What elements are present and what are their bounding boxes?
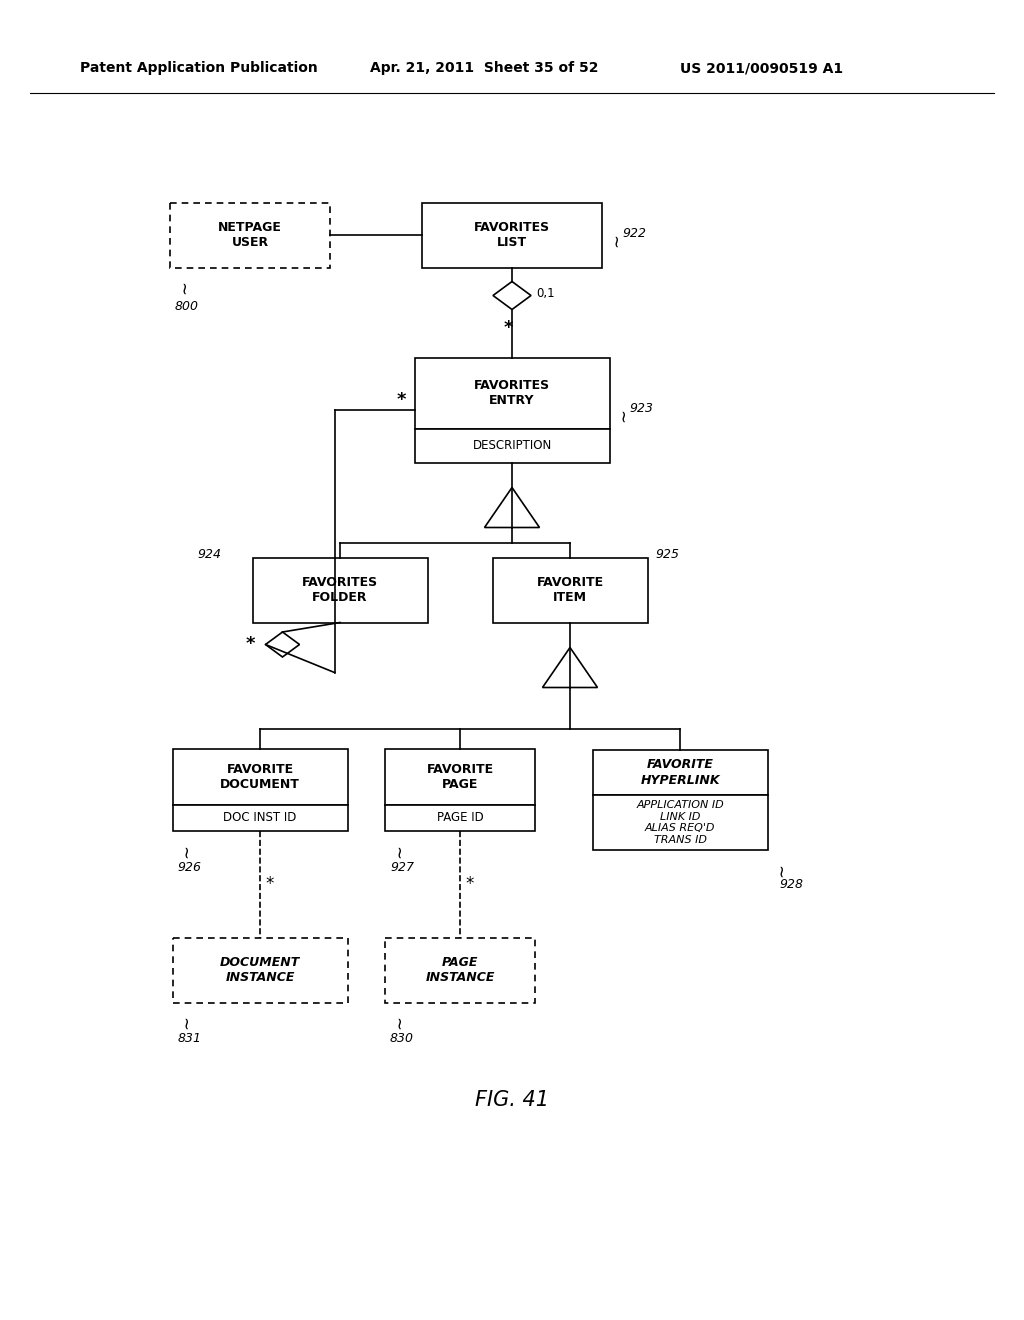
Polygon shape <box>493 281 531 309</box>
Text: ∼: ∼ <box>390 1015 408 1030</box>
Bar <box>253 557 427 623</box>
Text: 830: 830 <box>390 1032 414 1045</box>
Bar <box>385 748 535 805</box>
Text: NETPAGE
USER: NETPAGE USER <box>218 220 282 249</box>
Text: 927: 927 <box>390 861 414 874</box>
Text: 831: 831 <box>177 1032 202 1045</box>
Text: *: * <box>396 391 406 409</box>
Text: DOCUMENT
INSTANCE: DOCUMENT INSTANCE <box>220 956 300 983</box>
Text: 923: 923 <box>630 403 653 414</box>
Text: ∼: ∼ <box>175 281 193 294</box>
Text: 924: 924 <box>198 548 221 561</box>
Bar <box>493 557 647 623</box>
Polygon shape <box>484 487 540 528</box>
Bar <box>422 202 602 268</box>
Text: US 2011/0090519 A1: US 2011/0090519 A1 <box>680 61 843 75</box>
Bar <box>593 750 768 795</box>
Text: *: * <box>504 318 513 337</box>
Text: DOC INST ID: DOC INST ID <box>223 812 297 825</box>
Text: Apr. 21, 2011  Sheet 35 of 52: Apr. 21, 2011 Sheet 35 of 52 <box>370 61 598 75</box>
Text: FAVORITE
ITEM: FAVORITE ITEM <box>537 576 603 605</box>
Text: FAVORITE
DOCUMENT: FAVORITE DOCUMENT <box>220 763 300 791</box>
Text: ∼: ∼ <box>390 843 408 858</box>
Text: APPLICATION ID
LINK ID
ALIAS REQ'D
TRANS ID: APPLICATION ID LINK ID ALIAS REQ'D TRANS… <box>636 800 724 845</box>
Text: 928: 928 <box>779 878 804 891</box>
Polygon shape <box>265 632 299 657</box>
Text: 926: 926 <box>177 861 202 874</box>
Text: ∼: ∼ <box>614 408 633 422</box>
Text: 925: 925 <box>655 548 680 561</box>
Text: *: * <box>465 875 473 894</box>
Text: ∼: ∼ <box>177 1015 196 1030</box>
Bar <box>593 795 768 850</box>
Text: ∼: ∼ <box>772 863 791 876</box>
Text: *: * <box>265 875 273 894</box>
Text: PAGE
INSTANCE: PAGE INSTANCE <box>425 956 495 983</box>
Text: FAVORITES
ENTRY: FAVORITES ENTRY <box>474 379 550 407</box>
Bar <box>172 937 347 1002</box>
Bar <box>170 202 330 268</box>
Bar <box>172 748 347 805</box>
Bar <box>385 805 535 832</box>
Text: Patent Application Publication: Patent Application Publication <box>80 61 317 75</box>
Text: PAGE ID: PAGE ID <box>436 812 483 825</box>
Bar <box>415 358 609 429</box>
Polygon shape <box>543 648 597 688</box>
Bar <box>415 429 609 462</box>
Text: FIG. 41: FIG. 41 <box>475 1090 549 1110</box>
Text: ∼: ∼ <box>177 843 196 858</box>
Text: FAVORITE
HYPERLINK: FAVORITE HYPERLINK <box>640 759 720 787</box>
Bar <box>385 937 535 1002</box>
Text: *: * <box>246 635 255 653</box>
Bar <box>172 805 347 832</box>
Text: FAVORITE
PAGE: FAVORITE PAGE <box>426 763 494 791</box>
Text: DESCRIPTION: DESCRIPTION <box>472 440 552 453</box>
Text: 800: 800 <box>175 300 199 313</box>
Text: FAVORITES
LIST: FAVORITES LIST <box>474 220 550 249</box>
Text: ∼: ∼ <box>607 234 625 247</box>
Text: FAVORITES
FOLDER: FAVORITES FOLDER <box>302 576 378 605</box>
Text: 922: 922 <box>622 227 646 240</box>
Text: 0,1: 0,1 <box>536 286 555 300</box>
